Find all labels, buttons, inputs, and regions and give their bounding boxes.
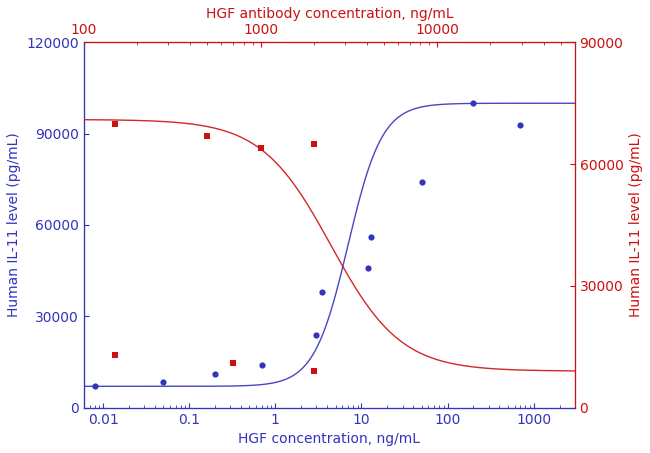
Point <box>228 359 239 366</box>
Point <box>311 331 322 338</box>
Point <box>158 378 168 386</box>
Point <box>317 289 328 296</box>
Point <box>363 264 374 271</box>
Y-axis label: Human IL-11 level (pg/mL): Human IL-11 level (pg/mL) <box>7 133 21 318</box>
Point <box>417 179 427 186</box>
Point <box>210 371 220 378</box>
Point <box>366 234 376 241</box>
Point <box>257 361 267 369</box>
Point <box>468 100 478 107</box>
Point <box>309 140 319 147</box>
Point <box>202 132 213 140</box>
Point <box>90 383 100 390</box>
Point <box>309 367 319 375</box>
Point <box>25 331 36 338</box>
Point <box>110 120 120 127</box>
Point <box>110 351 120 358</box>
Y-axis label: Human IL-11 level (pg/mL): Human IL-11 level (pg/mL) <box>629 133 643 318</box>
X-axis label: HGF concentration, ng/mL: HGF concentration, ng/mL <box>239 432 421 446</box>
Point <box>255 144 266 151</box>
Point <box>515 121 526 128</box>
X-axis label: HGF antibody concentration, ng/mL: HGF antibody concentration, ng/mL <box>205 7 453 21</box>
